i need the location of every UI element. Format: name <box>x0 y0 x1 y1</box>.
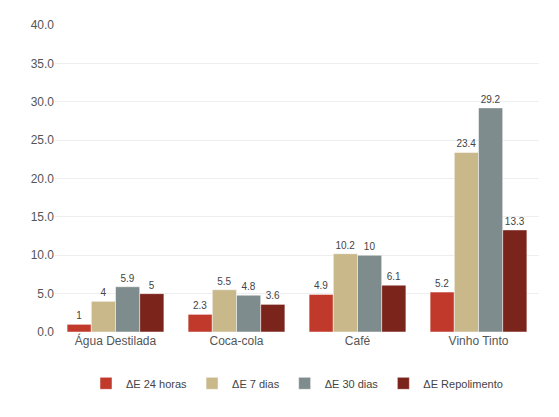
svg-text:5: 5 <box>149 280 155 291</box>
svg-text:30.0: 30.0 <box>31 95 55 109</box>
svg-text:6.1: 6.1 <box>387 271 401 282</box>
svg-text:Água Destilada: Água Destilada <box>75 333 157 348</box>
svg-text:5.5: 5.5 <box>217 276 231 287</box>
svg-text:10.0: 10.0 <box>31 248 55 262</box>
svg-text:5.9: 5.9 <box>120 273 134 284</box>
svg-text:13.3: 13.3 <box>505 216 525 227</box>
svg-text:ΔE 24 horas: ΔE 24 horas <box>126 378 187 390</box>
svg-text:4.9: 4.9 <box>314 280 328 291</box>
svg-text:ΔE 7 dias: ΔE 7 dias <box>232 378 280 390</box>
svg-text:Café: Café <box>345 334 371 348</box>
svg-text:29.2: 29.2 <box>481 94 501 105</box>
svg-text:Vinho Tinto: Vinho Tinto <box>449 334 509 348</box>
svg-text:40.0: 40.0 <box>31 18 55 32</box>
svg-text:10: 10 <box>364 241 376 252</box>
svg-text:ΔE 30 dias: ΔE 30 dias <box>325 378 379 390</box>
svg-text:5.2: 5.2 <box>435 278 449 289</box>
svg-text:0.0: 0.0 <box>37 325 54 339</box>
svg-text:20.0: 20.0 <box>31 172 55 186</box>
svg-text:2.3: 2.3 <box>193 300 207 311</box>
svg-text:Coca-cola: Coca-cola <box>209 334 263 348</box>
svg-text:3.6: 3.6 <box>266 290 280 301</box>
svg-text:4: 4 <box>100 287 106 298</box>
svg-text:5.0: 5.0 <box>37 287 54 301</box>
svg-text:35.0: 35.0 <box>31 57 55 71</box>
svg-text:15.0: 15.0 <box>31 210 55 224</box>
svg-text:ΔE Repolimento: ΔE Repolimento <box>423 378 503 390</box>
svg-text:25.0: 25.0 <box>31 133 55 147</box>
svg-text:1: 1 <box>76 310 82 321</box>
svg-text:23.4: 23.4 <box>456 138 476 149</box>
svg-text:4.8: 4.8 <box>241 281 255 292</box>
svg-text:10.2: 10.2 <box>335 240 355 251</box>
